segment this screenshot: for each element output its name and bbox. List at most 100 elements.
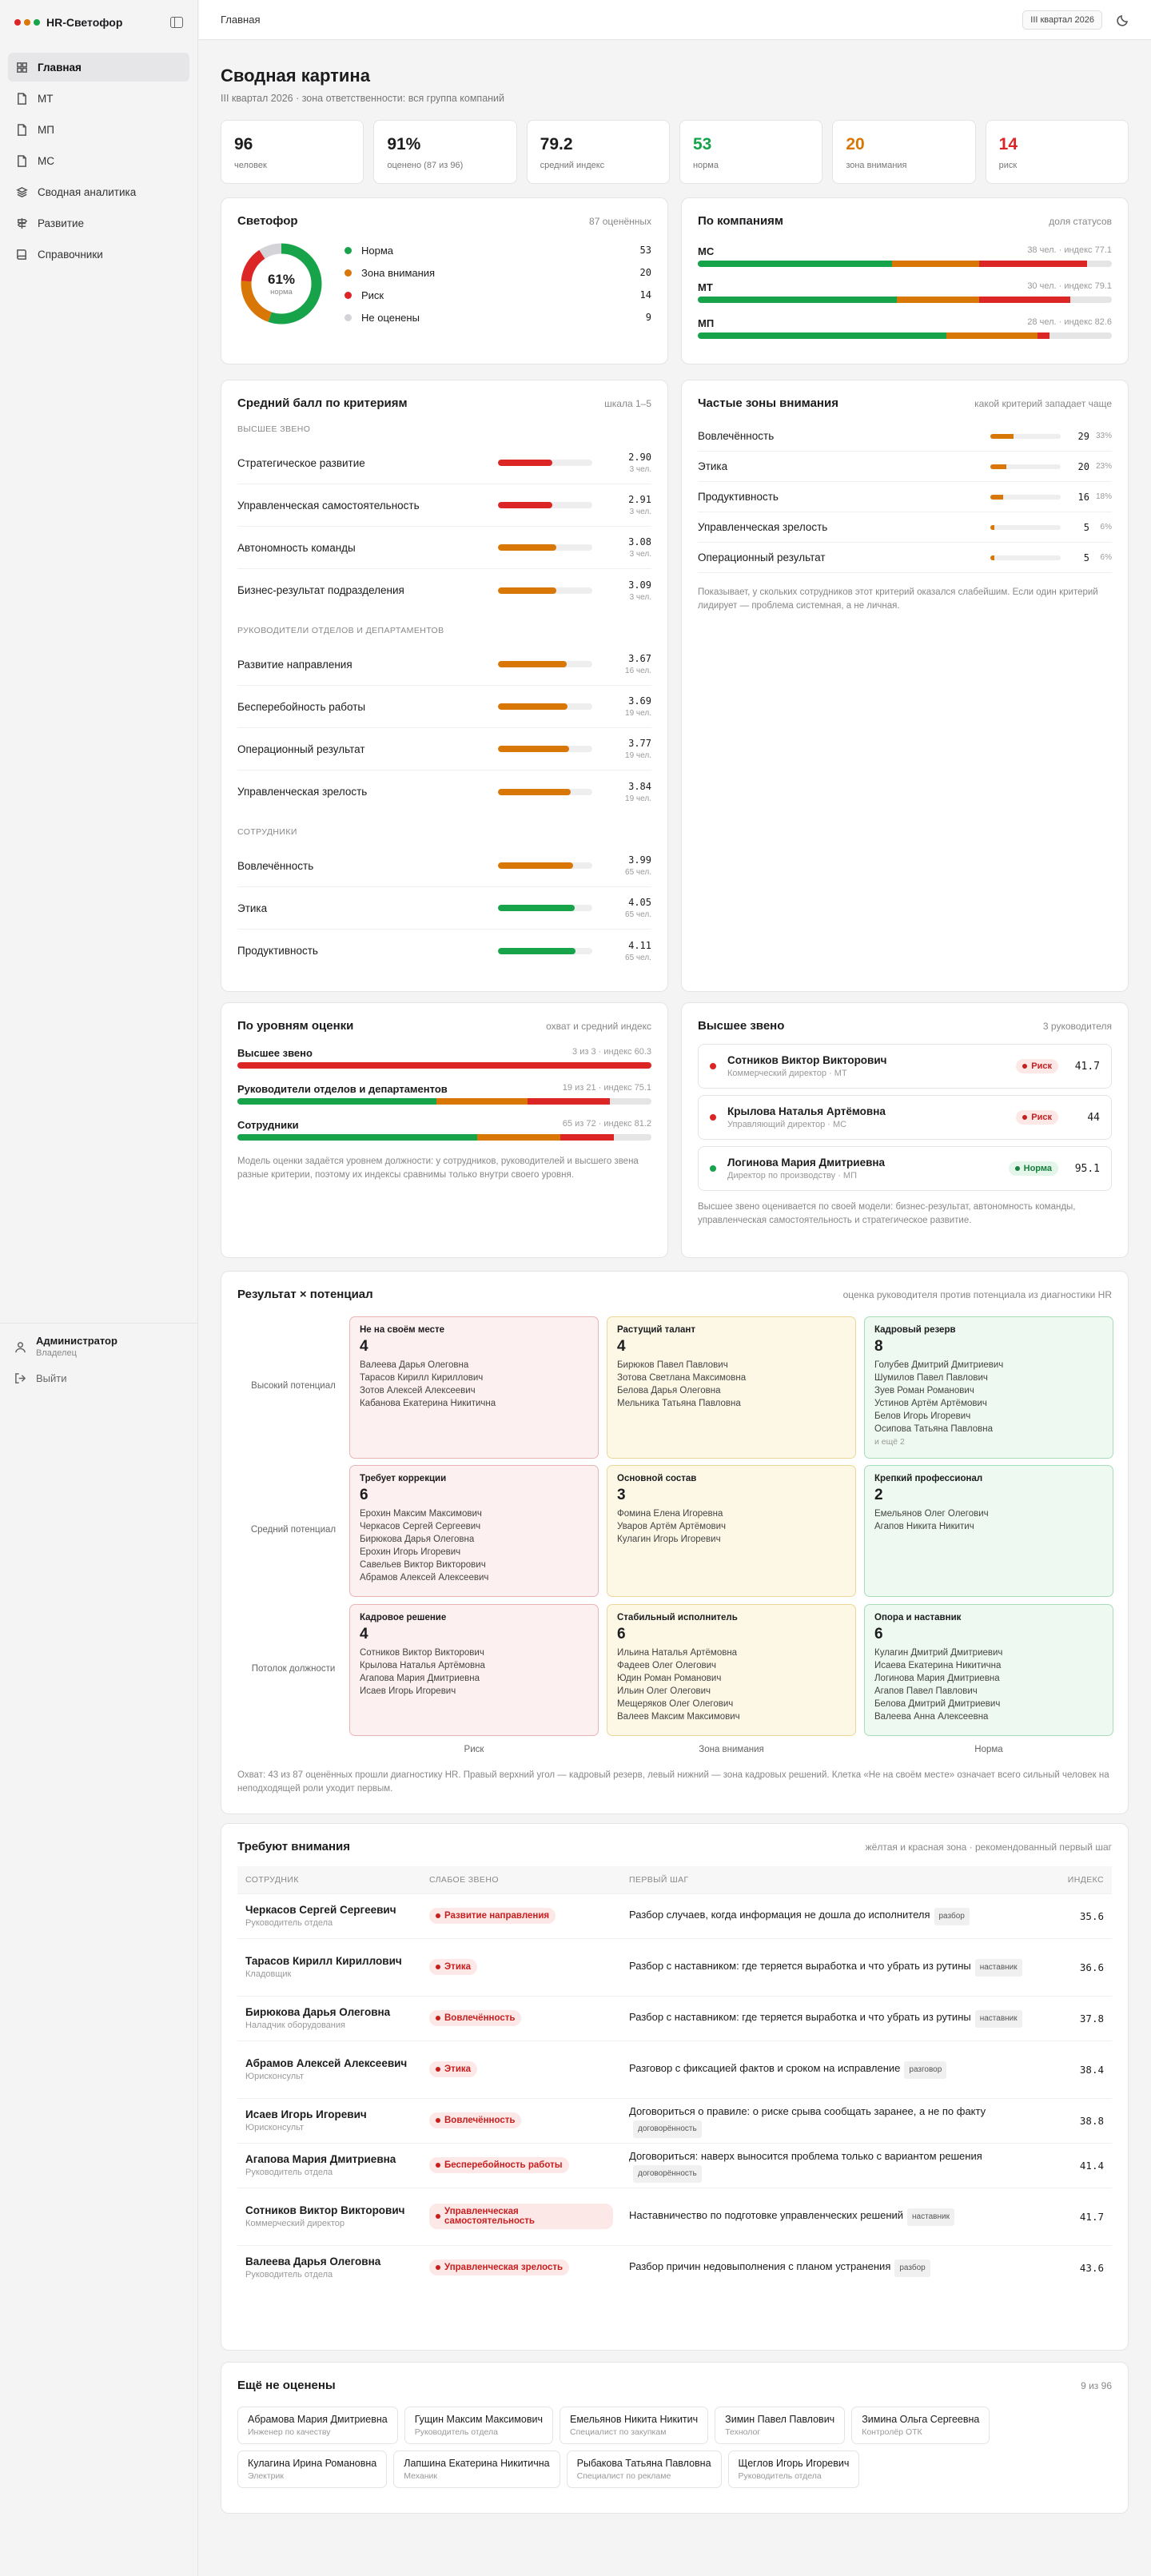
top-manager-row[interactable]: Логинова Мария Дмитриевна Директор по про… — [698, 1146, 1112, 1191]
sidebar-toggle-icon[interactable] — [170, 17, 183, 28]
period-selector[interactable]: III квартал 2026 — [1022, 10, 1102, 30]
employee-role: Руководитель отдела — [245, 2168, 333, 2177]
status-bar — [698, 261, 1112, 267]
status-bar-segment — [698, 332, 946, 339]
matrix-cell[interactable]: Опора и наставник 6 Кулагин Дмитрий Дмитри… — [864, 1604, 1113, 1736]
criteria-name: Развитие направления — [237, 658, 352, 671]
matrix-cell-person: Исаев Игорь Игоревич — [360, 1686, 456, 1696]
criteria-count: 16 чел. — [625, 667, 651, 675]
level-row: Сотрудники 65 из 72 · индекс 81.2 — [237, 1119, 651, 1141]
matrix-cell[interactable]: Кадровый резерв 8 Голубев Дмитрий Дмитриев… — [864, 1316, 1113, 1459]
top-manager-row[interactable]: Крылова Наталья Артёмовна Управляющий дир… — [698, 1095, 1112, 1140]
user-info[interactable]: Администратор Владелец — [14, 1335, 183, 1358]
table-row[interactable]: Бирюкова Дарья Олеговна Наладчик оборудов… — [237, 1995, 1112, 2040]
matrix-cell[interactable]: Стабильный исполнитель 6 Ильина Наталья Ар… — [607, 1604, 856, 1736]
donut-chart — [241, 243, 322, 324]
theme-toggle-icon[interactable] — [1117, 14, 1129, 26]
matrix-cell[interactable]: Растущий талант 4 Бирюков Павел Павлович Зо… — [607, 1316, 856, 1459]
matrix-cell[interactable]: Крепкий профессионал 2 Емельянов Олег Олег… — [864, 1465, 1113, 1597]
page-subtitle: III квартал 2026 · зона ответственности:… — [221, 93, 505, 104]
criteria-group: Развитие направления 3.67 16 чел. Бесперебо… — [237, 643, 651, 813]
not-rated-person[interactable]: Щеглов Игорь Игоревич Руководитель отдела — [727, 2451, 860, 2488]
status-bar — [237, 1098, 651, 1105]
first-step: Разбор с наставником: где теряется выраб… — [629, 2010, 971, 2023]
manager-role: Директор по производству · МП — [727, 1171, 857, 1181]
matrix-cell[interactable]: Кадровое решение 4 Сотников Виктор Викторо… — [349, 1604, 599, 1736]
matrix-cell[interactable]: Не на своём месте 4 Валеева Дарья Олеговна… — [349, 1316, 599, 1459]
level-row: Высшее звено 3 из 3 · индекс 60.3 — [237, 1047, 651, 1069]
frequent-count: 5 — [1083, 551, 1089, 563]
criteria-score: 3.67 — [628, 653, 651, 664]
first-step: Договориться: наверх выносится проблема … — [629, 2149, 982, 2162]
company-row[interactable]: МТ 30 чел. · индекс 79.1 — [698, 281, 1112, 303]
top-management-list: Сотников Виктор Викторович Коммерческий д… — [698, 1044, 1112, 1191]
document-icon — [18, 92, 26, 105]
criteria-bar-fill — [498, 502, 553, 508]
criteria-bar — [498, 746, 592, 752]
weak-zone-badge: Развитие направления — [429, 1908, 556, 1924]
not-rated-person[interactable]: Зимина Ольга Сергеевна Контролёр ОТК — [851, 2407, 990, 2444]
status-bar — [698, 332, 1112, 339]
kpi-value: 53 — [692, 135, 712, 153]
card-title: Частые зоны внимания — [698, 396, 838, 410]
not-rated-person[interactable]: Абрамова Мария Дмитриевна Инженер по каче… — [237, 2407, 398, 2444]
sidebar-item-2[interactable]: МП — [8, 115, 189, 144]
not-rated-person[interactable]: Рыбакова Татьяна Павловна Специалист по р… — [566, 2451, 722, 2488]
logout-button[interactable]: Выйти — [14, 1372, 183, 1384]
frequent-name: Управленческая зрелость — [698, 521, 828, 533]
criteria-count: 65 чел. — [625, 868, 651, 877]
sidebar-item-5[interactable]: Развитие — [8, 209, 189, 237]
matrix-cell-person: Емельянов Олег Олегович — [874, 1509, 989, 1519]
layers-icon — [16, 186, 28, 197]
table-header: Индекс — [1056, 1866, 1112, 1893]
not-rated-person[interactable]: Гущин Максим Максимович Руководитель отде… — [404, 2407, 553, 2444]
criteria-bar — [498, 703, 592, 710]
first-step: Разбор с наставником: где теряется выраб… — [629, 1959, 971, 1972]
sidebar-item-4[interactable]: Сводная аналитика — [8, 177, 189, 206]
table-row[interactable]: Валеева Дарья Олеговна Руководитель отдел… — [237, 2244, 1112, 2290]
criteria-bar — [498, 788, 592, 795]
signpost-icon — [17, 217, 28, 229]
table-row[interactable]: Агапова Мария Дмитриевна Руководитель отд… — [237, 2142, 1112, 2188]
criteria-count: 3 чел. — [629, 465, 651, 474]
person-name: Лапшина Екатерина Никитична — [404, 2458, 550, 2469]
table-row[interactable]: Тарасов Кирилл Кириллович Кладовщик Этика Р… — [237, 1937, 1112, 1996]
frequent-row: Этика 20 23% — [698, 452, 1112, 482]
table-row[interactable]: Абрамов Алексей Алексеевич Юрисконсульт Эт… — [237, 2040, 1112, 2098]
matrix-cell-title: Основной состав — [617, 1474, 697, 1483]
frequent-count: 29 — [1077, 430, 1089, 442]
weak-zone-badge: Этика — [429, 2061, 478, 2077]
matrix-cell-person: Валеев Максим Максимович — [617, 1712, 740, 1722]
criteria-row: Автономность команды 3.08 3 чел. — [237, 527, 651, 569]
not-rated-person[interactable]: Емельянов Никита Никитич Специалист по за… — [559, 2407, 709, 2444]
sidebar-item-0[interactable]: Главная — [8, 53, 189, 82]
table-row[interactable]: Сотников Виктор Викторович Коммерческий д… — [237, 2187, 1112, 2245]
not-rated-person[interactable]: Кулагина Ирина Романовна Электрик — [237, 2451, 388, 2488]
matrix-cell[interactable]: Требует коррекции 6 Ерохин Максим Максимов… — [349, 1465, 599, 1597]
top-manager-row[interactable]: Сотников Виктор Викторович Коммерческий д… — [698, 1044, 1112, 1089]
matrix-col-label: Зона внимания — [699, 1745, 764, 1754]
matrix-cell-person: Бирюков Павел Павлович — [617, 1360, 728, 1370]
company-row[interactable]: МП 28 чел. · индекс 82.6 — [698, 317, 1112, 339]
donut-center-value: 61% — [267, 271, 296, 287]
not-rated-person[interactable]: Зимин Павел Павлович Технолог — [715, 2407, 846, 2444]
person-role: Руководитель отдела — [414, 2427, 498, 2437]
document-icon — [18, 154, 26, 167]
matrix-cell[interactable]: Основной состав 3 Фомина Елена Игоревна Ува… — [607, 1465, 856, 1597]
sidebar-item-6[interactable]: Справочники — [8, 240, 189, 269]
table-row[interactable]: Черкасов Сергей Сергеевич Руководитель от… — [237, 1893, 1112, 1938]
manager-role: Управляющий директор · МС — [727, 1120, 847, 1129]
status-bar-segment — [1037, 332, 1050, 339]
kpi-card: 79.2 средний индекс — [526, 120, 670, 184]
company-row[interactable]: МС 38 чел. · индекс 77.1 — [698, 245, 1112, 267]
legend-value: 14 — [639, 289, 651, 301]
matrix-cell-title: Кадровый резерв — [874, 1325, 956, 1335]
table-row[interactable]: Исаев Игорь Игоревич Юрисконсульт Вовлечён… — [237, 2097, 1112, 2143]
sidebar-item-3[interactable]: МС — [8, 146, 189, 175]
not-rated-person[interactable]: Лапшина Екатерина Никитична Механик — [393, 2451, 560, 2488]
legend-item: Норма 53 — [345, 239, 651, 261]
book-icon — [17, 249, 26, 260]
first-step: Договориться о правиле: о риске срыва со… — [629, 2104, 986, 2117]
frequent-percent: 6% — [1100, 553, 1112, 562]
sidebar-item-1[interactable]: МТ — [8, 84, 189, 113]
